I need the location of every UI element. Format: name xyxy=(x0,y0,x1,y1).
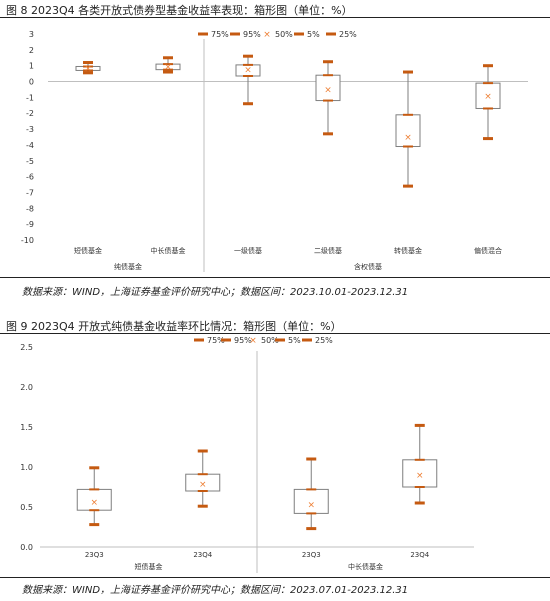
fig8-y-tick-label: -4 xyxy=(26,141,34,150)
fig9-mean-marker: × xyxy=(416,471,424,481)
fig8-y-tick-label: -3 xyxy=(26,125,34,134)
fig8-legend-label: 25% xyxy=(339,30,357,39)
figure-8-box-chart: 75% 95% × 50% 5% 25%3210-1-2-3-4-5-6-7-8-9-10… xyxy=(21,30,528,272)
fig8-mean-marker: × xyxy=(84,64,92,74)
fig9-y-tick-label: 1.0 xyxy=(20,463,33,472)
fig8-category-label: 短债基金 xyxy=(74,246,102,255)
fig8-mean-marker: × xyxy=(484,92,492,102)
fig9-legend-label: 50% xyxy=(261,336,279,345)
figure-8-top-rule xyxy=(0,17,550,18)
fig9-category-label: 23Q4 xyxy=(193,551,212,559)
fig8-legend-label: 75% xyxy=(211,30,229,39)
fig8-y-tick-label: -1 xyxy=(26,93,34,102)
fig9-legend-label: 75% xyxy=(207,336,225,345)
fig8-mean-marker: × xyxy=(244,66,252,76)
fig9-category-label: 23Q3 xyxy=(302,551,321,559)
fig9-mean-marker: × xyxy=(90,498,98,508)
fig8-category-label: 二级债基 xyxy=(314,246,342,255)
fig8-mean-marker: × xyxy=(404,133,412,143)
fig8-category-label: 一级债基 xyxy=(234,246,262,255)
fig8-category-label: 中长债基金 xyxy=(151,246,186,255)
fig8-y-tick-label: -8 xyxy=(26,204,34,213)
fig8-category-label: 转债基金 xyxy=(394,246,422,255)
fig9-y-tick-label: 0.0 xyxy=(20,543,33,552)
fig8-y-tick-label: -5 xyxy=(26,157,34,166)
fig9-y-tick-label: 2.5 xyxy=(20,343,33,352)
fig9-mean-marker: × xyxy=(307,501,315,511)
fig9-legend-marker-mean: × xyxy=(249,336,257,346)
fig9-legend-label: 95% xyxy=(234,336,252,345)
fig8-mean-marker: × xyxy=(324,85,332,95)
figure-8-bottom-rule xyxy=(0,277,550,278)
fig8-y-tick-label: 3 xyxy=(29,30,34,39)
figure-9-bottom-rule xyxy=(0,577,550,578)
fig9-y-tick-label: 1.5 xyxy=(20,423,33,432)
fig8-y-tick-label: -9 xyxy=(26,220,34,229)
fig8-y-tick-label: -6 xyxy=(26,173,34,182)
fig8-legend-label: 95% xyxy=(243,30,261,39)
fig8-legend-label: 5% xyxy=(307,30,320,39)
fig9-group-label: 短债基金 xyxy=(135,562,163,571)
fig8-y-tick-label: 1 xyxy=(29,62,34,71)
fig8-y-tick-label: -10 xyxy=(21,236,34,245)
figure-9-source: 数据来源：WIND，上海证券基金评价研究中心；数据区间：2023.07.01-2… xyxy=(22,585,409,596)
figure-9-top-rule xyxy=(0,333,550,334)
fig9-category-label: 23Q4 xyxy=(410,551,429,559)
fig8-legend-label: 50% xyxy=(275,30,293,39)
fig9-mean-marker: × xyxy=(199,480,207,490)
figure-8-title: 图 8 2023Q4 各类开放式债券型基金收益率表现：箱形图（单位：%） xyxy=(6,4,353,17)
fig9-y-tick-label: 0.5 xyxy=(20,503,33,512)
fig8-box xyxy=(315,74,341,102)
fig8-y-tick-label: -7 xyxy=(26,188,34,197)
fig8-legend-marker-mean: × xyxy=(263,30,271,40)
fig8-group-label: 含权债基 xyxy=(354,262,382,271)
fig9-y-tick-label: 2.0 xyxy=(20,383,33,392)
figure-9-box-chart: 75% 95%× 50% 5% 25%2.52.01.51.00.50.0×23Q3×2… xyxy=(20,336,474,573)
fig8-y-tick-label: 0 xyxy=(29,78,34,87)
fig9-group-label: 中长债基金 xyxy=(348,562,383,571)
figure-8-source: 数据来源：WIND，上海证券基金评价研究中心；数据区间：2023.10.01-2… xyxy=(22,287,409,298)
figure-9-title: 图 9 2023Q4 开放式纯债基金收益率环比情况：箱形图（单位：%） xyxy=(6,320,342,333)
fig8-category-label: 偏债混合 xyxy=(474,246,502,255)
fig8-mean-marker: × xyxy=(164,62,172,72)
fig8-group-label: 纯债基金 xyxy=(114,262,142,271)
fig8-y-tick-label: 2 xyxy=(29,46,34,55)
fig9-category-label: 23Q3 xyxy=(85,551,104,559)
fig9-legend-label: 5% xyxy=(288,336,301,345)
fig9-legend-label: 25% xyxy=(315,336,333,345)
fig8-y-tick-label: -2 xyxy=(26,109,34,118)
